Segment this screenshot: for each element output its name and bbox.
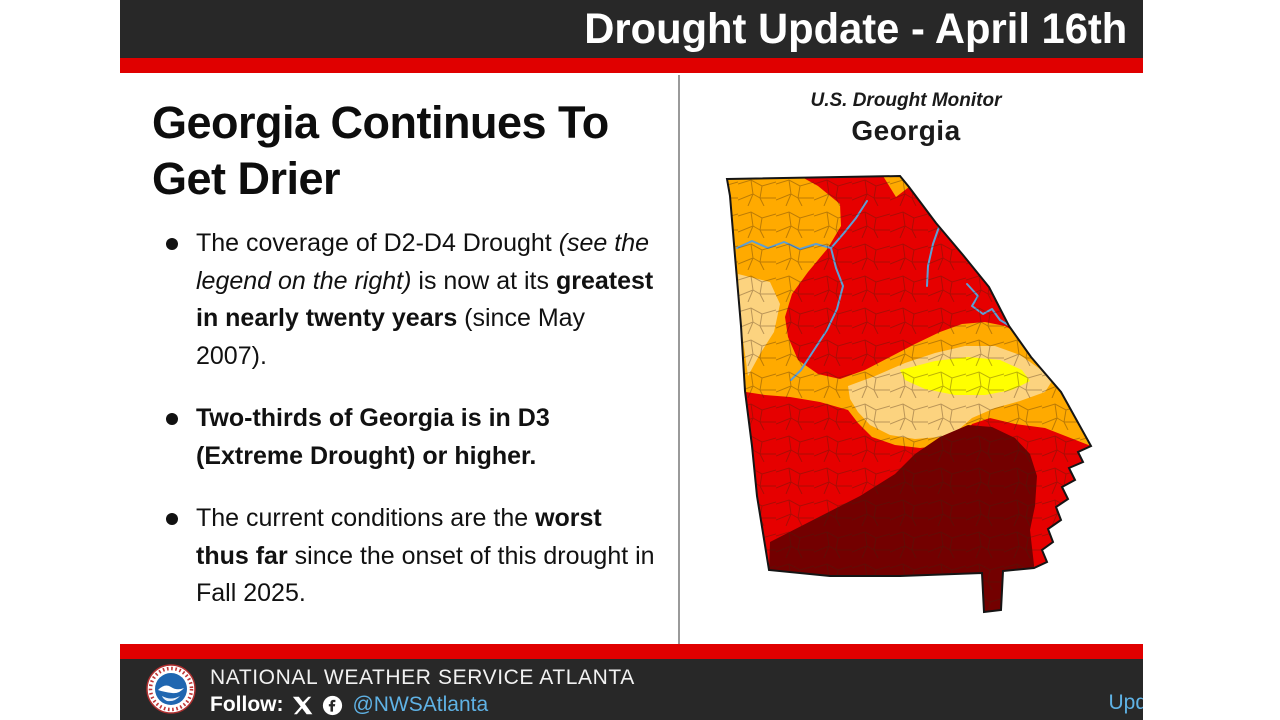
footer-bar: NATIONAL WEATHER SERVICE ATLANTA Follow:… (120, 659, 1143, 720)
bottom-red-stripe (120, 644, 1143, 659)
map-subtitle: Georgia (851, 115, 961, 146)
bullet-text: is now at its (411, 266, 556, 295)
bullet-text-bold: greatest in nearly twenty years (196, 266, 654, 333)
graphic-card: Drought Update - April 16th Georgia Cont… (120, 0, 1143, 720)
headline: Georgia Continues To Get Drier (152, 97, 609, 205)
nws-logo (146, 664, 196, 714)
top-red-stripe (120, 58, 1143, 73)
bullet-text: The current conditions are the (196, 504, 536, 532)
ne-river (962, 176, 982, 223)
georgia-drought-map (725, 174, 1093, 614)
bullet-text-bold: worst thus far (196, 504, 602, 570)
bullet-text-italic: (see the legend on the right) (196, 229, 650, 295)
bullet-text: The coverage of D2-D4 Drought (196, 229, 559, 257)
page-title: Drought Update - April 16th (584, 4, 1128, 53)
bullet-item: The coverage of D2-D4 Drought (see the l… (164, 225, 656, 375)
partial-updated-text: Upd (1108, 691, 1143, 714)
bullet-text-bold: Two-thirds of Georgia is in D3 (Extreme … (196, 404, 550, 470)
social-handle-link[interactable]: @NWSAtlanta (352, 693, 489, 716)
bullet-text: since the onset of this drought in Fall … (196, 541, 655, 608)
x-twitter-icon (292, 695, 313, 716)
bullet-item: Two-thirds of Georgia is in D3 (Extreme … (164, 400, 656, 475)
bullet-item: The current conditions are the worst thu… (164, 500, 656, 613)
bullet-text: (since May 2007). (196, 304, 586, 370)
footer-text: NATIONAL WEATHER SERVICE ATLANTA Follow:… (210, 666, 635, 717)
logo-ring-text (148, 666, 194, 712)
state-outline (725, 174, 1093, 614)
logo-bird (158, 685, 184, 694)
map-panel: U.S. Drought Monitor Georgia (680, 73, 1143, 644)
follow-label: Follow: (210, 693, 284, 716)
panel-divider (678, 75, 680, 645)
org-name: NATIONAL WEATHER SERVICE ATLANTA (210, 666, 635, 689)
bullet-list: The coverage of D2-D4 Drought (see the l… (164, 225, 656, 638)
content-body: Georgia Continues To Get Drier The cover… (120, 73, 1143, 645)
header-bar: Drought Update - April 16th (120, 0, 1143, 58)
follow-line: Follow: @NWSAtlanta (210, 693, 635, 717)
logo-landmass (162, 696, 180, 702)
facebook-icon (322, 695, 343, 716)
left-panel: Georgia Continues To Get Drier The cover… (120, 73, 676, 644)
map-title: U.S. Drought Monitor (810, 90, 1002, 111)
